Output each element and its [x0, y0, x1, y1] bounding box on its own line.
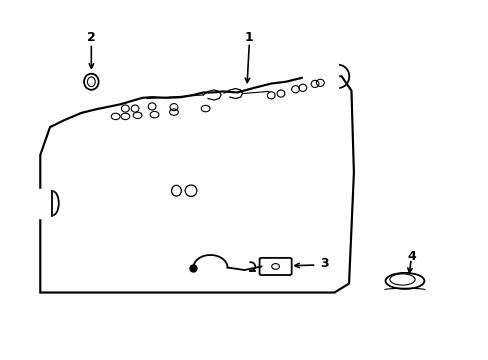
Text: 4: 4: [407, 250, 416, 263]
Text: 1: 1: [244, 31, 253, 44]
Polygon shape: [38, 189, 52, 217]
Text: 2: 2: [87, 31, 96, 44]
Ellipse shape: [385, 273, 424, 289]
Text: 3: 3: [319, 257, 328, 270]
Polygon shape: [302, 64, 338, 89]
